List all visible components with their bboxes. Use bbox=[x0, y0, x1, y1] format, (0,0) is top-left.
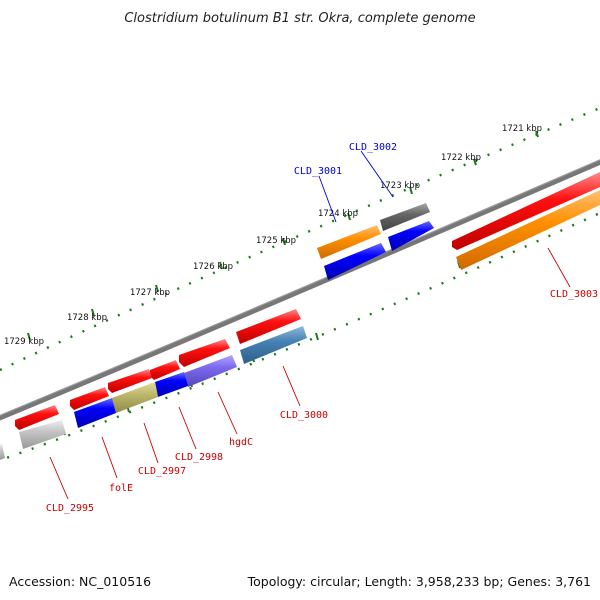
inner-tick-ring bbox=[0, 211, 600, 462]
gene-cld-2997[interactable] bbox=[112, 382, 158, 413]
genome-backbone-highlight bbox=[0, 159, 600, 417]
tick-label-1725: 1725 kbp bbox=[256, 236, 296, 246]
gene-cld-2997-fwd[interactable] bbox=[108, 369, 152, 393]
gene-hgdc[interactable] bbox=[184, 355, 237, 387]
gene-cld-2995[interactable] bbox=[19, 420, 66, 449]
gene-cld-3002-rev[interactable] bbox=[388, 221, 434, 251]
topology-text: Topology: circular; Length: 3,958,233 bp… bbox=[247, 574, 591, 589]
gene-small-fwd-1[interactable] bbox=[150, 360, 180, 380]
gene-cld-3003-fwd[interactable] bbox=[452, 172, 600, 250]
label-cld-2997[interactable]: CLD_2997 bbox=[138, 466, 186, 477]
gene-cld-3002[interactable] bbox=[380, 203, 430, 231]
gene-cld-3001-rev[interactable] bbox=[324, 243, 386, 280]
tick-label-1721: 1721 kbp bbox=[502, 124, 542, 134]
gene-cld-3000-fwd[interactable] bbox=[236, 309, 301, 344]
gene-fole[interactable] bbox=[74, 398, 116, 428]
label-leaders bbox=[49, 150, 571, 500]
label-cld-2995[interactable]: CLD_2995 bbox=[46, 503, 94, 514]
gene-cld-3000[interactable] bbox=[240, 326, 307, 364]
tick-label-1729: 1729 kbp bbox=[4, 337, 44, 347]
tick-label-1728: 1728 kbp bbox=[67, 313, 107, 323]
label-cld-3000[interactable]: CLD_3000 bbox=[280, 410, 328, 421]
tick-label-1724: 1724 kbp bbox=[318, 209, 358, 219]
gene-cld-2995-fwd[interactable] bbox=[15, 405, 59, 430]
tick-label-1723: 1723 kbp bbox=[380, 181, 420, 191]
gene-cld-3001[interactable] bbox=[317, 225, 381, 259]
gene-cld-2998-fwd[interactable] bbox=[179, 339, 230, 367]
gene-cld-2998[interactable] bbox=[155, 372, 188, 397]
gene-fole-fwd[interactable] bbox=[70, 387, 109, 410]
scale-ticks: 1721 kbp 1722 kbp 1723 kbp 1724 kbp 1725… bbox=[4, 124, 542, 436]
lower-track-genes bbox=[0, 190, 600, 460]
label-fole[interactable]: folE bbox=[109, 483, 133, 494]
gene-edge-partial[interactable] bbox=[0, 444, 5, 460]
tick-label-1726: 1726 kbp bbox=[193, 262, 233, 272]
map-title: Clostridium botulinum B1 str. Okra, comp… bbox=[124, 11, 475, 26]
gene-cld-3003[interactable] bbox=[456, 190, 600, 270]
genome-backbone bbox=[0, 159, 600, 421]
tick-label-1722: 1722 kbp bbox=[441, 153, 481, 163]
label-cld-2998[interactable]: CLD_2998 bbox=[175, 452, 223, 463]
label-cld-3002[interactable]: CLD_3002 bbox=[349, 142, 397, 153]
label-hgdc[interactable]: hgdC bbox=[229, 437, 253, 448]
accession-text: Accession: NC_010516 bbox=[9, 574, 151, 589]
forward-strand-genes bbox=[15, 172, 600, 430]
outer-tick-ring bbox=[0, 106, 600, 372]
label-cld-3003[interactable]: CLD_3003 bbox=[550, 289, 598, 300]
tick-label-1727: 1727 kbp bbox=[130, 288, 170, 298]
label-cld-3001[interactable]: CLD_3001 bbox=[294, 166, 342, 177]
